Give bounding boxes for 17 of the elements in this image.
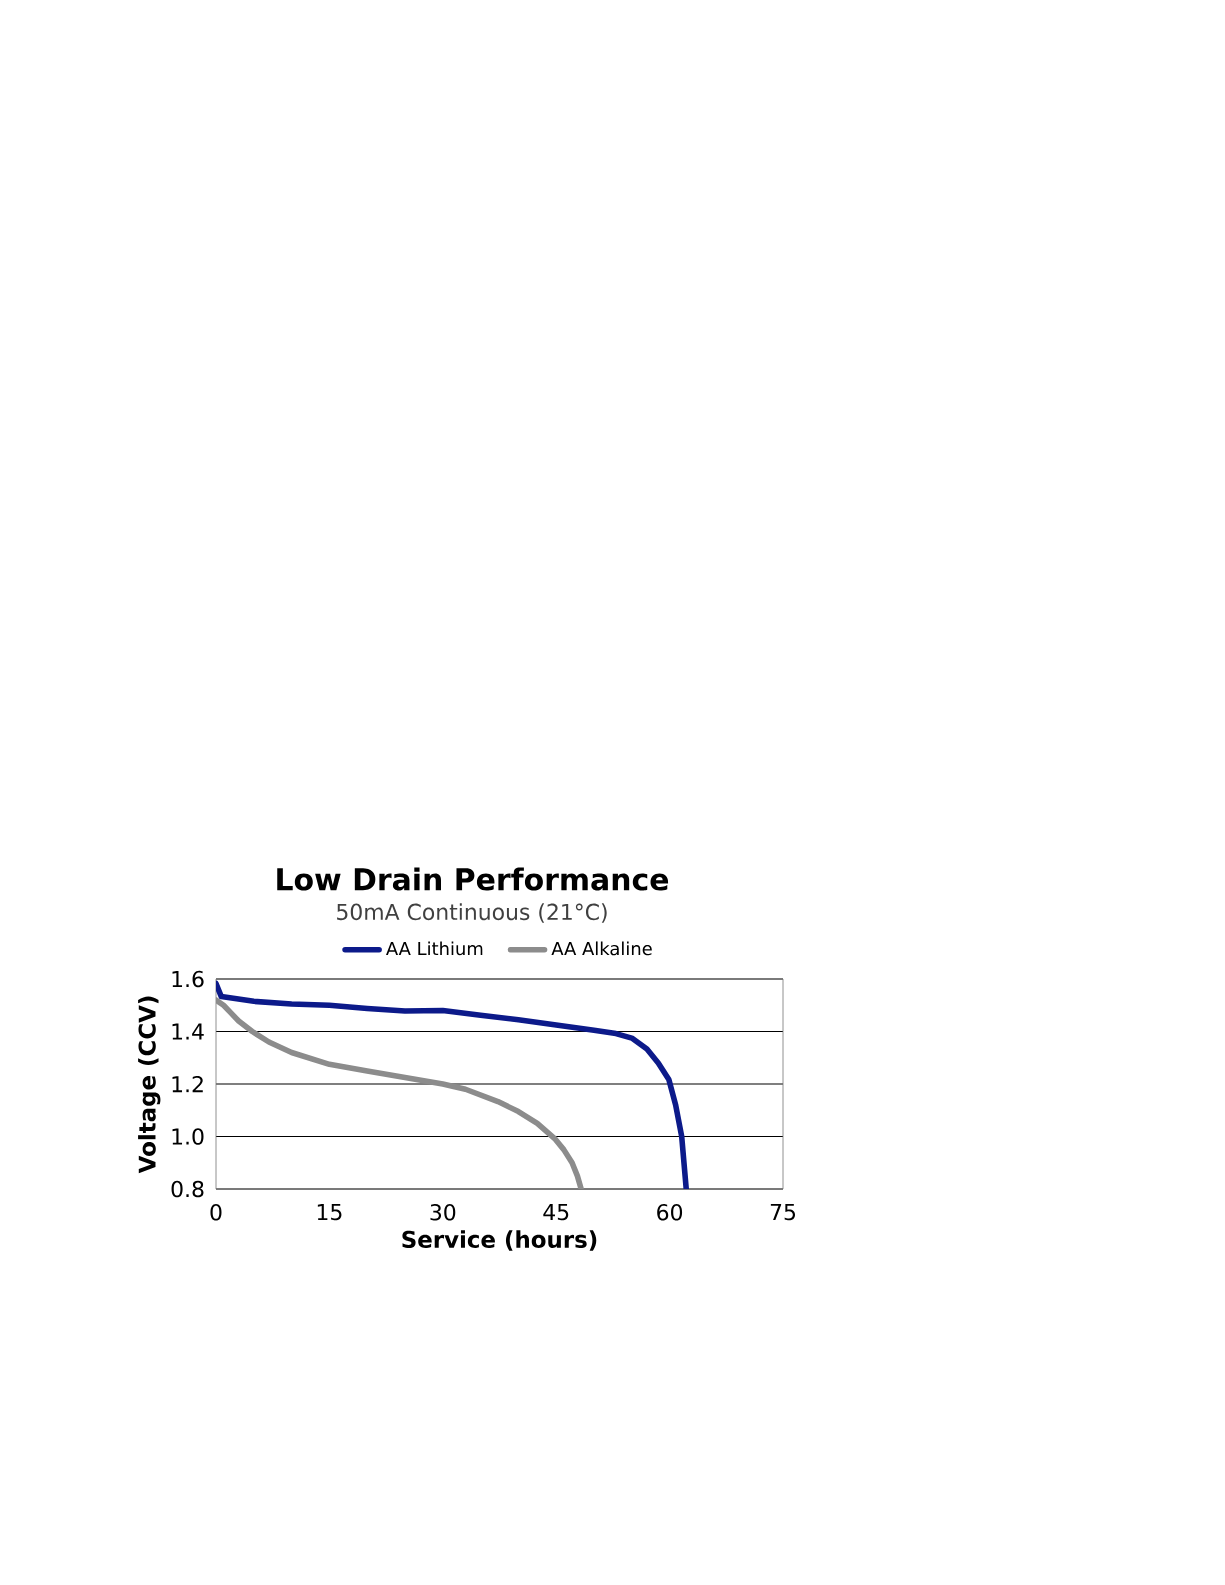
x-tick-label: 30 — [430, 1204, 456, 1221]
x-axis-title: Service (hours) — [402, 1230, 597, 1251]
x-tick-label: 60 — [657, 1204, 683, 1221]
x-tick-label: 0 — [210, 1204, 222, 1221]
x-tick-label: 15 — [317, 1204, 342, 1221]
y-tick-label: 0.8 — [171, 1180, 204, 1198]
y-axis-title: Voltage (CCV) — [138, 996, 161, 1174]
chart-subtitle: 50mA Continuous (21°C) — [337, 903, 607, 923]
legend-label: AA Lithium — [386, 941, 483, 956]
y-tick-label: 1.2 — [172, 1075, 203, 1093]
x-tick-label: 75 — [770, 1204, 796, 1221]
y-tick-label: 1.0 — [172, 1128, 204, 1145]
y-tick-label: 1.6 — [172, 970, 204, 988]
x-tick-label: 45 — [543, 1204, 569, 1221]
legend-label: AA Alkaline — [551, 941, 652, 956]
chart-title: Low Drain Performance — [277, 867, 669, 891]
y-tick-label: 1.4 — [172, 1023, 204, 1040]
